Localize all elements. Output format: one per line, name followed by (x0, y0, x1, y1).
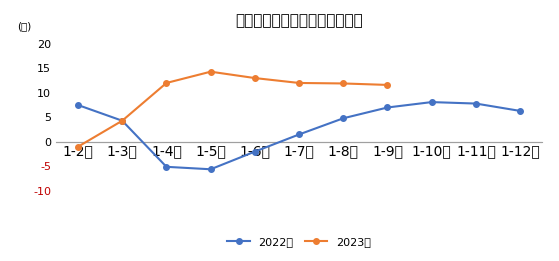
Line: 2023年: 2023年 (75, 69, 390, 150)
2022年 (472, 102, 479, 105)
2023年 (163, 81, 170, 85)
2022年 (517, 109, 523, 112)
2022年 (252, 150, 258, 153)
2022年 (340, 117, 347, 120)
Legend: 2022年, 2023年: 2022年, 2023年 (223, 233, 375, 252)
2022年 (207, 168, 214, 171)
Title: 汽车制造业工业增加値累計增速: 汽车制造业工业增加値累計增速 (235, 14, 363, 29)
2023年 (296, 81, 302, 85)
2023年 (207, 70, 214, 73)
2022年 (75, 103, 82, 106)
2022年 (384, 106, 391, 109)
2022年 (163, 165, 170, 168)
2023年 (340, 82, 347, 85)
2023年 (384, 83, 391, 86)
Line: 2022年: 2022年 (75, 99, 523, 172)
2023年 (119, 119, 126, 122)
2023年 (252, 76, 258, 80)
2022年 (296, 133, 302, 136)
2023年 (75, 145, 82, 148)
Text: (％): (％) (17, 21, 31, 31)
2022年 (428, 100, 435, 104)
2022年 (119, 119, 126, 122)
